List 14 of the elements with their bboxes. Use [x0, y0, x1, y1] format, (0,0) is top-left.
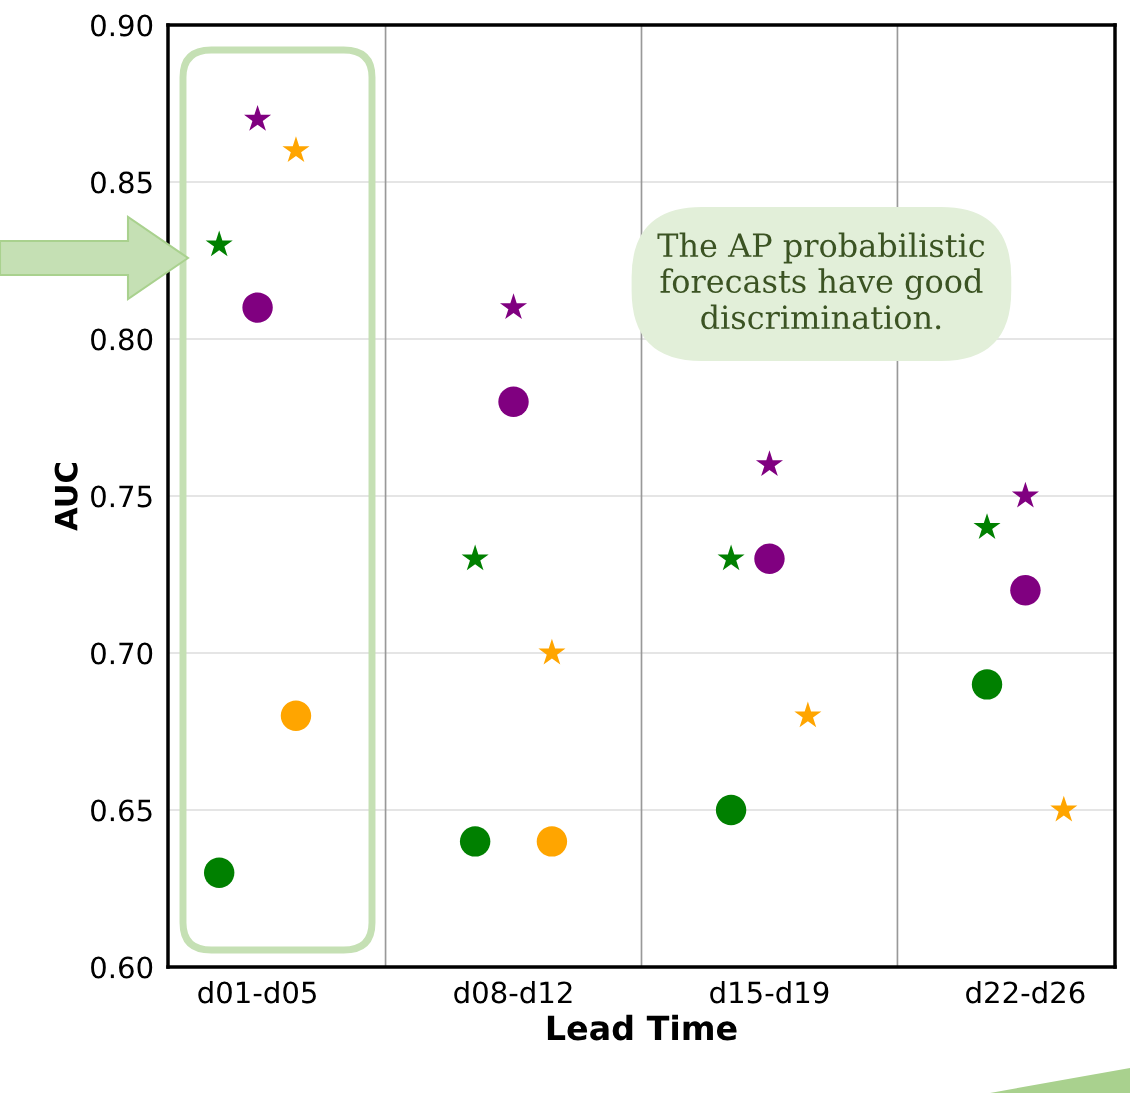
- y-tick-label: 0.80: [91, 328, 153, 351]
- y-tick-label: 0.70: [91, 642, 153, 665]
- y-tick-label: 0.65: [91, 799, 152, 822]
- annotation: The AP probabilistic forecasts have good discrimination.: [657, 232, 985, 330]
- y-tick-label: 0.75: [91, 485, 152, 508]
- x-tick-label: d22-d26: [966, 980, 1085, 1004]
- y-tick-label: 0.85: [91, 171, 152, 194]
- x-tick-label: d15-d19: [710, 980, 829, 1004]
- y-tick-label: 0.60: [91, 956, 153, 979]
- y-axis-title: AUC: [54, 462, 78, 531]
- x-tick-label: d08-d12: [454, 980, 572, 1004]
- x-axis-title: Lead Time: [547, 1014, 737, 1041]
- y-tick-label: 0.90: [91, 14, 153, 37]
- x-tick-label: d01-d05: [198, 980, 316, 1004]
